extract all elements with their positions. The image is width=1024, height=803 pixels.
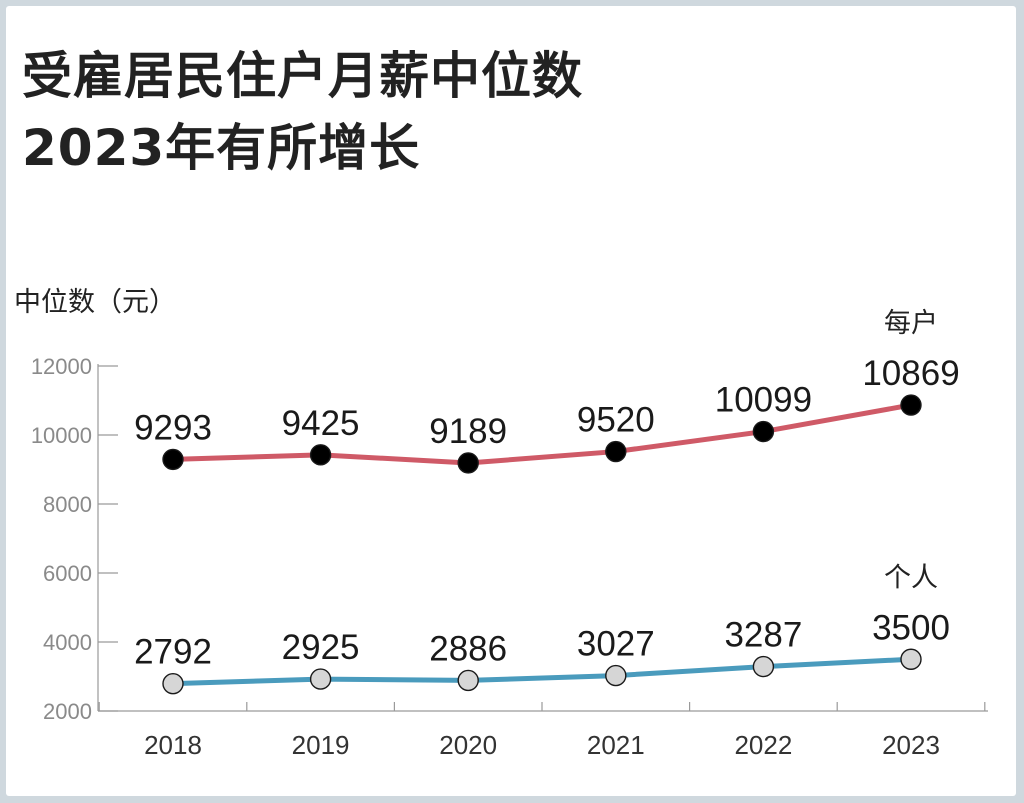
series-1: 2792 2925 2886 3027 3287 3500 个人 — [134, 562, 950, 695]
data-point — [162, 672, 184, 695]
axes: 2000 4000 6000 8000 10000 12000 2018 2019 2020 20… — [31, 354, 988, 760]
y-tick-label: 12000 — [31, 354, 92, 379]
y-tick-label: 6000 — [43, 561, 92, 586]
chart-title-line-1: 受雇居民住户月薪中位数 — [22, 47, 583, 105]
x-tick-label: 2018 — [144, 730, 202, 760]
series-line — [170, 402, 914, 466]
data-label: 9189 — [429, 412, 507, 451]
data-label: 2925 — [282, 628, 360, 667]
series-layer: 9293 9425 9189 9520 10099 10869 每户 2792 2925 2886… — [134, 308, 960, 695]
data-point — [457, 669, 479, 692]
data-point — [309, 444, 332, 466]
y-tick-label: 4000 — [43, 630, 92, 655]
data-point — [752, 420, 775, 443]
series-line — [170, 656, 914, 687]
x-tick-label: 2021 — [587, 730, 645, 760]
data-label: 9425 — [282, 404, 360, 443]
series-name-label: 个人 — [884, 562, 938, 593]
data-point — [162, 448, 184, 471]
y-tick-label: 2000 — [43, 699, 92, 724]
series-name-label: 每户 — [884, 308, 938, 339]
data-label: 10099 — [715, 381, 812, 420]
x-tick-label: 2020 — [439, 730, 497, 760]
data-point — [900, 394, 922, 416]
data-point — [309, 668, 332, 690]
data-label: 2886 — [429, 629, 507, 668]
data-point — [457, 452, 479, 474]
data-label: 9293 — [134, 408, 212, 447]
y-tick-label: 8000 — [43, 492, 92, 517]
y-axis-label: 中位数（元） — [14, 287, 176, 318]
x-tick-label: 2023 — [882, 730, 940, 760]
data-label: 10869 — [862, 354, 959, 393]
data-label: 3500 — [872, 608, 950, 647]
data-label: 3027 — [577, 625, 655, 664]
data-label: 2792 — [134, 633, 212, 672]
series-0: 9293 9425 9189 9520 10099 10869 每户 — [134, 308, 960, 474]
data-point — [752, 655, 775, 678]
data-label: 9520 — [577, 401, 655, 440]
data-point — [605, 440, 627, 463]
x-tick-label: 2022 — [734, 730, 792, 760]
chart-title-line-2: 2023年有所增长 — [22, 119, 421, 177]
y-tick-label: 10000 — [31, 423, 92, 448]
data-label: 3287 — [724, 616, 802, 655]
data-point — [605, 664, 627, 687]
x-tick-label: 2019 — [292, 730, 350, 760]
data-point — [900, 648, 922, 670]
